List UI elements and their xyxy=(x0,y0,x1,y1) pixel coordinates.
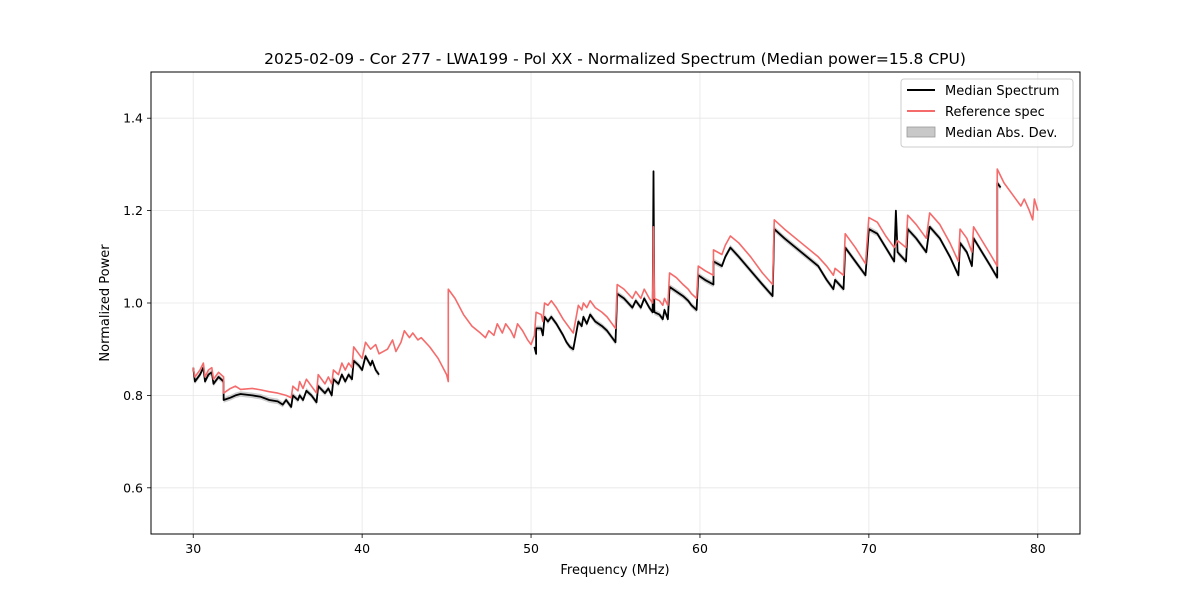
x-axis: 30 40 50 60 70 80 xyxy=(185,534,1046,556)
x-tick-label: 60 xyxy=(692,541,708,556)
legend-reference-label: Reference spec xyxy=(945,105,1045,120)
plot-area xyxy=(150,71,1081,535)
x-tick-label: 40 xyxy=(354,541,370,556)
y-tick-label: 1.2 xyxy=(123,203,143,218)
legend: Median Spectrum Reference spec Median Ab… xyxy=(900,78,1074,148)
x-tick-label: 50 xyxy=(523,541,539,556)
legend-mad-label: Median Abs. Dev. xyxy=(945,126,1057,141)
y-axis: 0.6 0.8 1.0 1.2 1.4 xyxy=(123,111,151,495)
median-spectrum-line xyxy=(533,170,1002,355)
y-tick-label: 0.8 xyxy=(123,388,143,403)
mad-band xyxy=(193,353,380,410)
x-axis-label: Frequency (MHz) xyxy=(560,563,669,578)
median-spectrum-line xyxy=(192,355,380,408)
chart-title: 2025-02-09 - Cor 277 - LWA199 - Pol XX -… xyxy=(264,50,966,68)
y-tick-label: 1.4 xyxy=(123,111,143,126)
legend-median-label: Median Spectrum xyxy=(945,84,1059,99)
x-tick-label: 30 xyxy=(185,541,201,556)
y-tick-label: 1.0 xyxy=(123,296,143,311)
legend-mad-swatch xyxy=(906,126,936,138)
y-axis-label: Normalized Power xyxy=(98,244,113,362)
x-tick-label: 80 xyxy=(1030,541,1046,556)
y-tick-label: 0.6 xyxy=(123,480,143,495)
x-tick-label: 70 xyxy=(861,541,877,556)
reference-spectrum-line xyxy=(192,168,1039,399)
legend-box xyxy=(900,78,1074,148)
series-layer xyxy=(192,168,1039,408)
